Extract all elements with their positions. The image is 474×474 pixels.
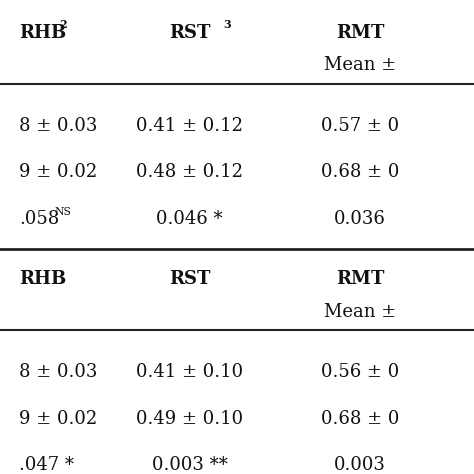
- Text: NS: NS: [55, 207, 72, 217]
- Text: 9 ± 0.02: 9 ± 0.02: [19, 410, 97, 428]
- Text: 8 ± 0.03: 8 ± 0.03: [19, 117, 97, 135]
- Text: Mean ±: Mean ±: [324, 302, 396, 320]
- Text: 0.41 ± 0.10: 0.41 ± 0.10: [136, 363, 243, 381]
- Text: 0.49 ± 0.10: 0.49 ± 0.10: [136, 410, 243, 428]
- Text: RST: RST: [169, 270, 210, 288]
- Text: 8 ± 0.03: 8 ± 0.03: [19, 363, 97, 381]
- Text: 0.046 *: 0.046 *: [156, 210, 223, 228]
- Text: .047 *: .047 *: [19, 456, 74, 474]
- Text: 0.57 ± 0: 0.57 ± 0: [321, 117, 399, 135]
- Text: 0.036: 0.036: [334, 210, 386, 228]
- Text: 0.48 ± 0.12: 0.48 ± 0.12: [136, 163, 243, 181]
- Text: 0.68 ± 0: 0.68 ± 0: [321, 410, 400, 428]
- Text: RMT: RMT: [336, 270, 384, 288]
- Text: RHB: RHB: [19, 24, 66, 42]
- Text: 2: 2: [59, 18, 67, 30]
- Text: RMT: RMT: [336, 24, 384, 42]
- Text: 3: 3: [223, 18, 230, 30]
- Text: .058: .058: [19, 210, 59, 228]
- Text: RST: RST: [169, 24, 210, 42]
- Text: RHB: RHB: [19, 270, 66, 288]
- Text: 0.68 ± 0: 0.68 ± 0: [321, 163, 400, 181]
- Text: 0.003 **: 0.003 **: [152, 456, 228, 474]
- Text: Mean ±: Mean ±: [324, 56, 396, 74]
- Text: 0.56 ± 0: 0.56 ± 0: [321, 363, 400, 381]
- Text: 0.003: 0.003: [334, 456, 386, 474]
- Text: 9 ± 0.02: 9 ± 0.02: [19, 163, 97, 181]
- Text: 0.41 ± 0.12: 0.41 ± 0.12: [136, 117, 243, 135]
